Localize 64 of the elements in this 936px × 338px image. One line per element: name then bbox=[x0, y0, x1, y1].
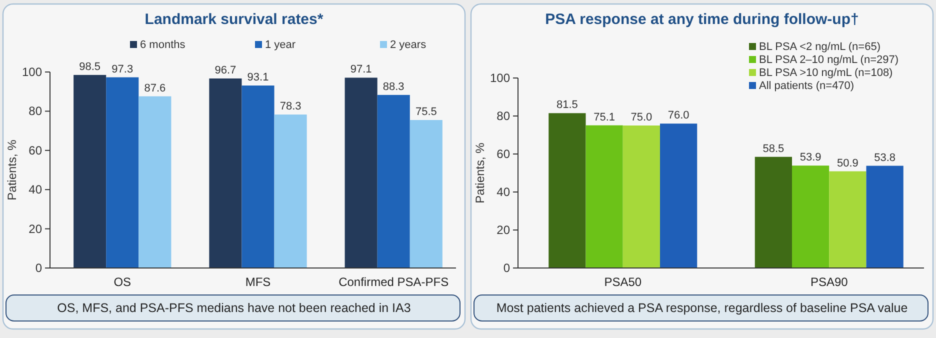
legend-label: All patients (n=470) bbox=[759, 80, 854, 92]
data-label: 75.1 bbox=[594, 111, 616, 124]
legend-label: BL PSA 2–10 ng/mL (n=297) bbox=[759, 54, 899, 66]
y-tick-label: 40 bbox=[496, 185, 510, 199]
y-tick-label: 20 bbox=[28, 222, 42, 236]
chart-title: PSA response at any time during follow-up† bbox=[545, 11, 859, 28]
bar bbox=[242, 86, 274, 268]
bar bbox=[377, 94, 410, 268]
bar bbox=[622, 126, 660, 268]
y-tick-label: 100 bbox=[22, 65, 42, 79]
bar bbox=[106, 77, 139, 268]
x-tick-label: Confirmed PSA-PFS bbox=[338, 275, 449, 289]
y-tick-label: 100 bbox=[490, 71, 510, 85]
data-label: 96.7 bbox=[214, 64, 236, 76]
y-axis-title: Patients, % bbox=[5, 139, 19, 200]
bar bbox=[829, 171, 866, 268]
legend-label: 1 year bbox=[265, 39, 296, 51]
data-label: 76.0 bbox=[668, 110, 690, 122]
y-tick-label: 80 bbox=[28, 104, 42, 118]
bar bbox=[344, 78, 378, 268]
legend-label: 2 years bbox=[390, 39, 427, 51]
x-tick-label: PSA90 bbox=[810, 275, 848, 289]
data-label: 97.1 bbox=[350, 64, 372, 76]
y-tick-label: 80 bbox=[496, 109, 510, 123]
bar bbox=[586, 125, 623, 268]
bar bbox=[74, 74, 106, 268]
y-tick-label: 20 bbox=[496, 223, 510, 237]
bar bbox=[660, 124, 698, 268]
data-label: 75.5 bbox=[415, 106, 437, 118]
x-tick-label: OS bbox=[114, 275, 132, 289]
bar bbox=[754, 156, 792, 268]
bar bbox=[866, 166, 904, 268]
data-label: 58.5 bbox=[762, 142, 784, 155]
bar bbox=[410, 120, 442, 268]
legend-label: 6 months bbox=[140, 39, 186, 51]
bar bbox=[548, 113, 586, 268]
data-label: 87.6 bbox=[144, 82, 166, 94]
data-label: 81.5 bbox=[556, 99, 578, 112]
data-label: 53.8 bbox=[874, 152, 896, 164]
bar bbox=[274, 114, 307, 268]
data-label: 50.9 bbox=[836, 157, 858, 170]
legend-label: BL PSA <2 ng/mL (n=65) bbox=[759, 41, 880, 53]
bar bbox=[138, 96, 172, 268]
legend-label: BL PSA >10 ng/mL (n=108) bbox=[759, 67, 893, 79]
text: OS, MFS, and PSA-PFS medians have not been reached in IA3 bbox=[57, 301, 411, 315]
x-tick-label: MFS bbox=[245, 275, 271, 289]
bar bbox=[209, 78, 242, 268]
data-label: 97.3 bbox=[112, 63, 134, 76]
y-tick-label: 60 bbox=[28, 143, 42, 158]
y-tick-label: 0 bbox=[503, 261, 510, 275]
y-tick-label: 0 bbox=[35, 261, 42, 275]
data-label: 93.1 bbox=[247, 72, 269, 84]
bar bbox=[792, 166, 830, 268]
data-label: 75.0 bbox=[630, 112, 652, 124]
y-axis-title: Patients, % bbox=[473, 142, 487, 204]
x-tick-label: PSA50 bbox=[604, 275, 642, 289]
chart-title: Landmark survival rates* bbox=[144, 11, 324, 28]
data-label: 53.9 bbox=[800, 152, 822, 164]
data-label: 98.5 bbox=[79, 60, 101, 73]
y-tick-label: 40 bbox=[28, 182, 42, 197]
data-label: 88.3 bbox=[382, 80, 404, 93]
text: Most patients achieved a PSA response, regardless of baseline PSA value bbox=[496, 301, 908, 315]
y-tick-label: 60 bbox=[496, 147, 510, 161]
data-label: 78.3 bbox=[280, 100, 302, 113]
